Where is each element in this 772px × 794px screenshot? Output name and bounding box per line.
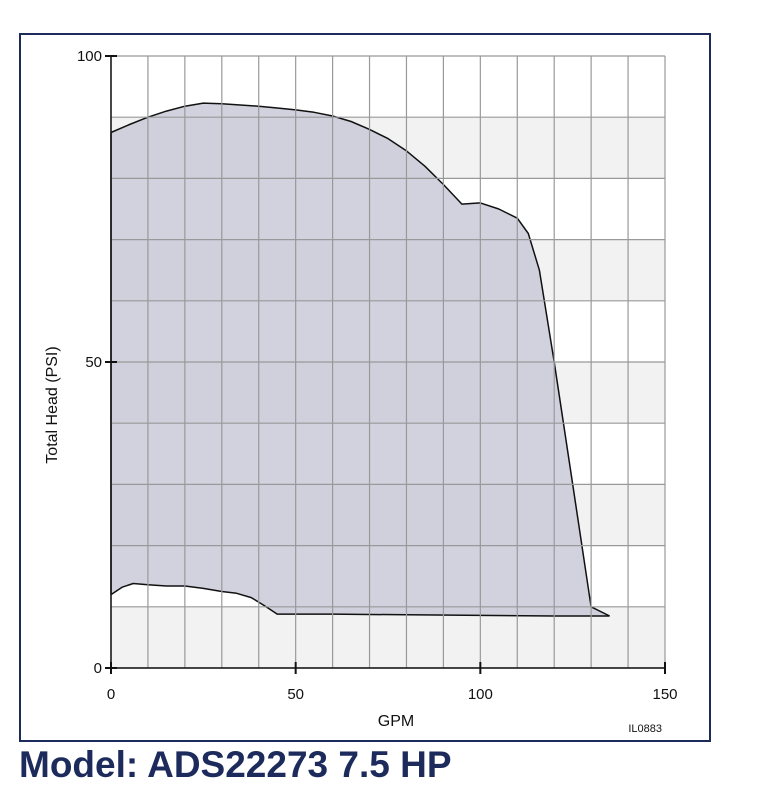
figure-code: IL0883: [628, 723, 662, 735]
y-tick-label: 0: [94, 660, 102, 677]
y-tick-label: 50: [85, 354, 102, 371]
x-tick-label: 50: [287, 686, 304, 703]
y-axis-label: Total Head (PSI): [44, 346, 61, 463]
x-tick-label: 100: [468, 686, 493, 703]
chart-frame: 0 50 100 150 0 50 100 GPM Total Head (PSI) IL0…: [19, 33, 711, 742]
x-tick-label: 150: [652, 686, 677, 703]
model-title: Model: ADS22273 7.5 HP: [19, 742, 452, 788]
x-tick-label: 0: [107, 686, 115, 703]
y-tick-label: 100: [77, 48, 102, 65]
x-axis-label: GPM: [378, 713, 414, 730]
pump-performance-chart: 0 50 100 150 0 50 100 GPM Total Head (PSI) IL0…: [21, 35, 709, 740]
